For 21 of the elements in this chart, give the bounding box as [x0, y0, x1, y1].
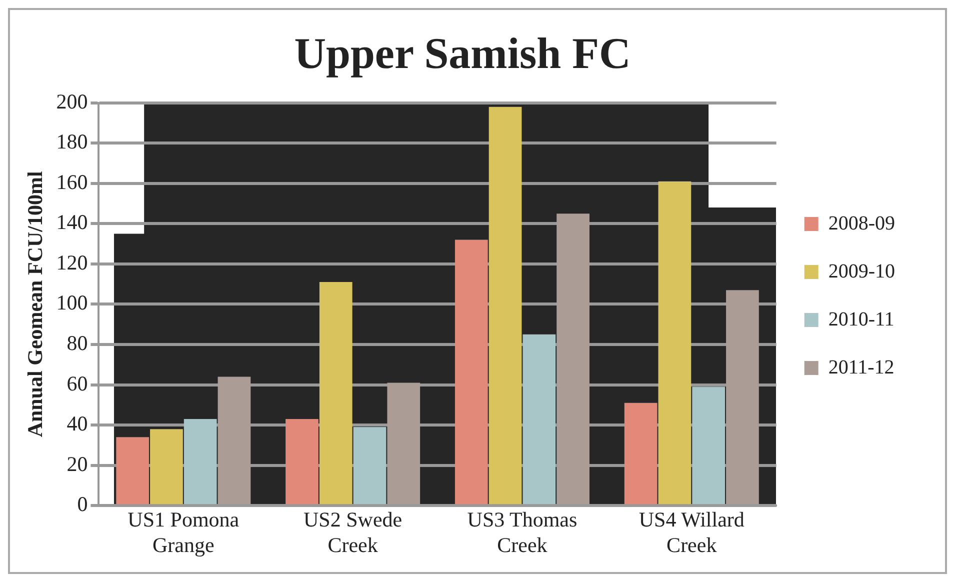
y-tick-label: 200 [56, 89, 88, 114]
chart-title: Upper Samish FC [294, 28, 631, 78]
legend-label: 2008-09 [828, 212, 896, 234]
legend-label: 2009-10 [828, 260, 896, 282]
y-axis-title: Annual Geomean FCU/100ml [23, 171, 48, 438]
y-tick-label: 140 [56, 210, 88, 234]
y-tick-label: 0 [77, 492, 88, 516]
y-tick-label: 20 [66, 452, 88, 476]
x-tick-label: US2 Swede Creek [304, 508, 402, 557]
y-tick-label: 100 [56, 290, 88, 315]
legend-label: 2011-12 [828, 356, 894, 378]
y-tick-label: 180 [56, 130, 88, 154]
legend-label: 2010-11 [828, 308, 894, 330]
x-tick-label: US4 Willard Creek [638, 508, 745, 557]
y-tick-label: 120 [56, 250, 88, 274]
x-tick-label: US3 Thomas Creek [467, 508, 578, 557]
y-tick-label: 40 [66, 412, 88, 436]
y-tick-label: 160 [56, 170, 88, 194]
x-tick-label: US1 Pomona Grange [128, 508, 240, 557]
y-tick-label: 80 [66, 330, 88, 355]
y-tick-label: 60 [66, 371, 88, 396]
